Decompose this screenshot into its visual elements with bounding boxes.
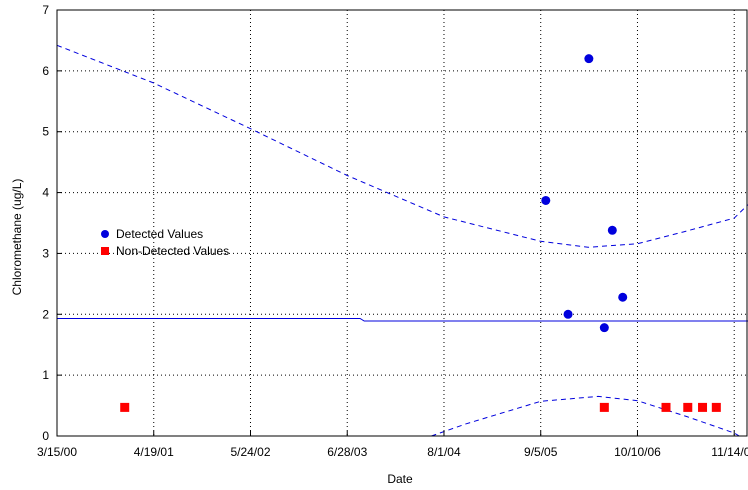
data-points	[120, 54, 721, 412]
detected-point	[607, 225, 617, 235]
x-tick-label: 6/28/03	[327, 445, 367, 459]
legend: Detected Values Non-Detected Values	[101, 227, 229, 258]
detected-point	[618, 292, 628, 302]
non-detected-point	[711, 402, 721, 412]
x-tick-label: 9/5/05	[524, 445, 558, 459]
non-detected-point	[120, 402, 130, 412]
y-tick-label: 4	[42, 186, 49, 200]
x-tick-label: 5/24/02	[230, 445, 270, 459]
y-tick-label: 2	[42, 307, 49, 321]
x-tick-label: 10/10/06	[614, 445, 661, 459]
legend-detected-marker	[101, 230, 109, 238]
y-axis-title: Chloromethane (ug/L)	[10, 179, 24, 296]
detected-point	[563, 309, 573, 319]
y-tick-label: 1	[42, 368, 49, 382]
legend-detected-label: Detected Values	[116, 227, 203, 241]
detected-point	[541, 195, 551, 205]
non-detected-point	[698, 402, 708, 412]
y-tick-label: 3	[42, 246, 49, 260]
x-tick-label: 11/14/07	[711, 445, 748, 459]
x-axis-title: Date	[387, 472, 413, 486]
grid	[57, 10, 748, 436]
x-tick-label: 3/15/00	[37, 445, 77, 459]
non-detected-point	[661, 402, 671, 412]
non-detected-point	[599, 402, 609, 412]
legend-nondetected-marker	[101, 247, 109, 255]
lower-confidence-band	[431, 395, 740, 437]
legend-nondetected-label: Non-Detected Values	[116, 244, 229, 258]
fit-lines	[56, 44, 748, 437]
axis-ticks: 3/15/00 4/19/01 5/24/02 6/28/03 8/1/04 9/5/05…	[37, 3, 748, 459]
x-tick-label: 8/1/04	[427, 445, 461, 459]
plot-border	[56, 9, 748, 437]
detected-point	[584, 54, 594, 64]
y-tick-label: 0	[42, 429, 49, 443]
detected-point	[599, 323, 609, 333]
y-tick-label: 5	[42, 125, 49, 139]
trend-line	[57, 318, 748, 322]
upper-confidence-band	[56, 44, 748, 248]
y-tick-label: 6	[42, 64, 49, 78]
non-detected-point	[683, 402, 693, 412]
x-tick-label: 4/19/01	[134, 445, 174, 459]
y-tick-label: 7	[42, 3, 49, 17]
